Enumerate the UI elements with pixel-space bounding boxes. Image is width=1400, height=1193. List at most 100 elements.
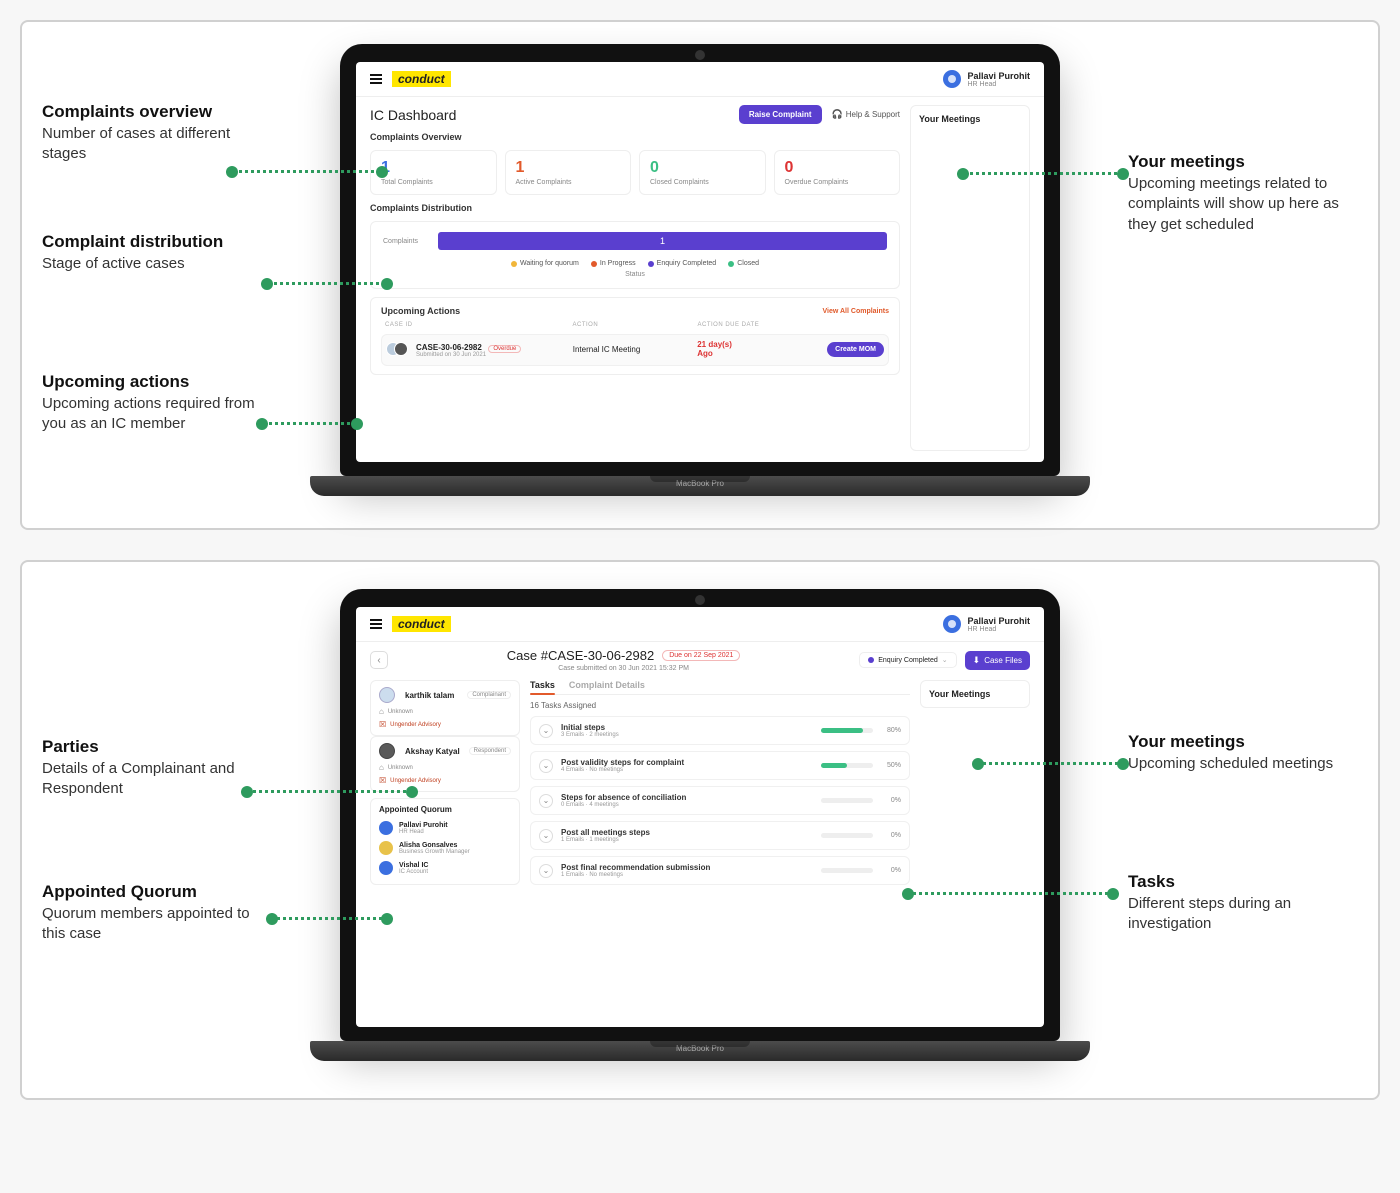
stat-value: 0: [785, 159, 890, 177]
chevron-down-icon: ⌄: [942, 656, 948, 664]
party-name: karthik talam: [405, 691, 461, 700]
avatar-icon: [379, 861, 393, 875]
chevron-down-icon[interactable]: ⌄: [539, 864, 553, 878]
quorum-member[interactable]: Pallavi Purohit HR Head: [379, 818, 511, 838]
help-support-link[interactable]: Help & Support: [832, 109, 900, 120]
member-name: Pallavi Purohit: [399, 822, 448, 829]
chevron-down-icon[interactable]: ⌄: [539, 794, 553, 808]
page-title: IC Dashboard: [370, 107, 456, 123]
panel-case: Parties Details of a Complainant and Res…: [20, 560, 1380, 1100]
member-role: HR Head: [399, 829, 448, 835]
meetings-title: Your Meetings: [919, 114, 1021, 124]
member-role: Business Growth Manager: [399, 849, 470, 855]
annot-desc: Stage of active cases: [42, 254, 223, 274]
stats-row: 1 Total Complaints1 Active Complaints0 C…: [370, 150, 900, 195]
user-name: Pallavi Purohit: [967, 616, 1030, 626]
party-card[interactable]: karthik talam Complainant Unknown Ungend…: [370, 680, 520, 736]
case-avatars-icon: [386, 342, 410, 358]
annot-desc: Upcoming meetings related to complaints …: [1128, 174, 1358, 235]
task-item[interactable]: ⌄ Steps for absence of conciliation 0 Em…: [530, 786, 910, 815]
distribution-label: Complaints Distribution: [370, 203, 900, 213]
task-item[interactable]: ⌄ Initial steps 3 Emails · 2 meetings 80…: [530, 716, 910, 745]
laptop-mock: conduct Pallavi Purohit HR Head ‹: [340, 589, 1060, 1061]
action-due: 21 day(s) Ago: [697, 341, 801, 359]
party-card[interactable]: Akshay Katyal Respondent Unknown Ungende…: [370, 736, 520, 792]
progress: 0%: [821, 832, 901, 839]
stat-label: Active Complaints: [516, 179, 621, 186]
tab-complaint-details[interactable]: Complaint Details: [569, 680, 645, 690]
annot-complaints-overview: Complaints overview Number of cases at d…: [42, 102, 272, 165]
quorum-member[interactable]: Vishal IC IC Account: [379, 858, 511, 878]
avatar-icon: [943, 70, 961, 88]
case-submitted: Case submitted on 30 Jun 2021 15:32 PM: [558, 665, 689, 672]
quorum-member[interactable]: Alisha Gonsalves Business Growth Manager: [379, 838, 511, 858]
stat-card: 0 Closed Complaints: [639, 150, 766, 195]
distribution-card: Complaints 1 Waiting for quorumIn Progre…: [370, 221, 900, 289]
menu-icon[interactable]: [370, 74, 382, 84]
party-role: Complainant: [467, 691, 511, 699]
task-sub: 1 Emails · 1 meetings: [561, 837, 813, 843]
party-meta: Ungender Advisory: [379, 720, 511, 729]
task-item[interactable]: ⌄ Post final recommendation submission 1…: [530, 856, 910, 885]
create-mom-button[interactable]: Create MOM: [827, 342, 884, 357]
menu-icon[interactable]: [370, 619, 382, 629]
member-name: Vishal IC: [399, 862, 428, 869]
legend-item: In Progress: [591, 260, 636, 267]
user-chip[interactable]: Pallavi Purohit HR Head: [943, 615, 1030, 633]
progress: 0%: [821, 797, 901, 804]
quorum-card: Appointed Quorum Pallavi Purohit HR Head…: [370, 798, 520, 885]
due-pill: Due on 22 Sep 2021: [662, 650, 740, 661]
progress: 50%: [821, 762, 901, 769]
app-screen: conduct Pallavi Purohit HR Head IC Dashb…: [356, 62, 1044, 462]
chevron-down-icon[interactable]: ⌄: [539, 724, 553, 738]
panel-dashboard: Complaints overview Number of cases at d…: [20, 20, 1380, 530]
party-avatar-icon: [379, 687, 395, 703]
action-name: Internal IC Meeting: [573, 345, 698, 354]
annot-title: Your meetings: [1128, 732, 1333, 752]
task-item[interactable]: ⌄ Post all meetings steps 1 Emails · 1 m…: [530, 821, 910, 850]
stat-label: Closed Complaints: [650, 179, 755, 186]
legend-item: Closed: [728, 260, 759, 267]
action-row[interactable]: CASE-30-06-2982 Overdue Submitted on 30 …: [381, 334, 889, 366]
brand-logo: conduct: [392, 616, 451, 632]
party-meta: Unknown: [379, 707, 511, 716]
raise-complaint-button[interactable]: Raise Complaint: [739, 105, 822, 124]
annot-title: Appointed Quorum: [42, 882, 272, 902]
app-screen: conduct Pallavi Purohit HR Head ‹: [356, 607, 1044, 1027]
case-files-button[interactable]: Case Files: [965, 651, 1030, 670]
view-all-link[interactable]: View All Complaints: [822, 308, 889, 315]
app-header: conduct Pallavi Purohit HR Head: [356, 62, 1044, 97]
annot-desc: Different steps during an investigation: [1128, 894, 1358, 935]
annot-tasks: Tasks Different steps during an investig…: [1128, 872, 1358, 935]
annotations-left: Complaints overview Number of cases at d…: [42, 22, 272, 528]
back-button[interactable]: ‹: [370, 651, 388, 669]
task-title: Post final recommendation submission: [561, 863, 813, 872]
tab-tasks[interactable]: Tasks: [530, 680, 555, 690]
table-header: CASE ID ACTION ACTION DUE DATE: [381, 316, 889, 334]
task-count: 16 Tasks Assigned: [530, 701, 910, 710]
party-name: Akshay Katyal: [405, 747, 463, 756]
left-column: karthik talam Complainant Unknown Ungend…: [370, 680, 520, 994]
chevron-down-icon[interactable]: ⌄: [539, 829, 553, 843]
tabs: Tasks Complaint Details: [530, 680, 910, 695]
user-chip[interactable]: Pallavi Purohit HR Head: [943, 70, 1030, 88]
annot-title: Complaint distribution: [42, 232, 223, 252]
party-avatar-icon: [379, 743, 395, 759]
user-role: HR Head: [967, 626, 1030, 633]
stat-value: 0: [650, 159, 755, 177]
member-name: Alisha Gonsalves: [399, 842, 470, 849]
annotations-right: Your meetings Upcoming meetings related …: [1128, 22, 1358, 528]
chevron-down-icon[interactable]: ⌄: [539, 759, 553, 773]
task-title: Steps for absence of conciliation: [561, 793, 813, 802]
party-meta: Ungender Advisory: [379, 776, 511, 785]
member-role: IC Account: [399, 869, 428, 875]
annot-quorum: Appointed Quorum Quorum members appointe…: [42, 882, 272, 945]
status-chip[interactable]: Enquiry Completed ⌄: [859, 652, 956, 668]
task-title: Initial steps: [561, 723, 813, 732]
case-id: CASE-30-06-2982: [416, 343, 482, 352]
annot-parties: Parties Details of a Complainant and Res…: [42, 737, 272, 800]
annot-title: Your meetings: [1128, 152, 1358, 172]
task-item[interactable]: ⌄ Post validity steps for complaint 4 Em…: [530, 751, 910, 780]
annot-complaint-distribution: Complaint distribution Stage of active c…: [42, 232, 223, 274]
dist-bar-value: 1: [660, 236, 665, 246]
